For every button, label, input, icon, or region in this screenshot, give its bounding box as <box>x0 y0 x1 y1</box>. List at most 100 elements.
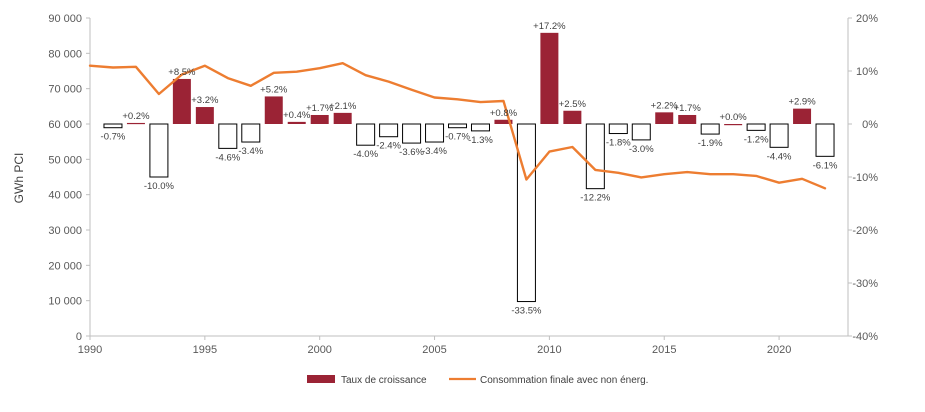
legend-swatch-growth <box>307 375 335 383</box>
axes-layer: 0 10 000 20 000 30 000 40 000 50 000 60 000 70 … <box>48 13 878 356</box>
consumption-point <box>663 173 665 175</box>
growth-bar <box>540 32 559 125</box>
growth-bar <box>724 124 743 126</box>
consumption-point <box>640 176 642 178</box>
growth-data-label: +2.1% <box>329 101 357 112</box>
legend-label-growth: Taux de croissance <box>341 375 427 386</box>
consumption-point <box>273 72 275 74</box>
growth-data-label: -1.9% <box>698 138 723 149</box>
line-layer <box>88 62 827 190</box>
consumption-point <box>778 182 780 184</box>
left-tick-label: 20 000 <box>48 260 82 272</box>
consumption-point <box>410 89 413 91</box>
growth-data-label: +0.8% <box>490 108 518 119</box>
growth-bar <box>655 112 674 124</box>
growth-data-label: -3.6% <box>399 147 424 158</box>
bars-layer <box>103 32 835 303</box>
growth-data-label: -2.4% <box>376 141 401 152</box>
consumption-point <box>227 77 229 79</box>
growth-data-label: +1.7% <box>306 103 334 114</box>
growth-data-label: -1.8% <box>606 138 631 149</box>
data-labels-layer: -0.7%+0.2%-10.0%+8.5%+3.2%-4.6%-3.4%+5.2… <box>101 21 838 317</box>
right-tick-label: -20% <box>852 225 878 237</box>
consumption-point <box>388 81 390 83</box>
growth-data-label: +2.5% <box>559 99 587 110</box>
growth-data-label: -1.2% <box>744 134 769 145</box>
consumption-point <box>548 150 550 153</box>
consumption-point <box>617 172 619 174</box>
consumption-point <box>135 66 137 68</box>
left-tick-label: 60 000 <box>48 119 82 131</box>
growth-bar <box>425 123 445 143</box>
consumption-point <box>112 66 114 69</box>
growth-bar <box>793 108 812 124</box>
growth-bar <box>379 123 399 138</box>
growth-data-label: -3.4% <box>422 146 447 157</box>
growth-data-label: -33.5% <box>511 306 542 317</box>
growth-data-label: -3.4% <box>238 146 263 157</box>
growth-data-label: -0.7% <box>101 132 126 143</box>
growth-data-label: +0.2% <box>122 111 150 122</box>
growth-data-label: -12.2% <box>580 193 611 204</box>
consumption-point <box>204 65 206 67</box>
left-tick-label: 0 <box>76 331 82 343</box>
growth-data-label: -6.1% <box>813 160 838 171</box>
consumption-point <box>433 96 436 99</box>
growth-data-label: +8.5% <box>168 67 196 78</box>
consumption-point <box>502 100 505 102</box>
growth-bar <box>149 123 169 178</box>
left-tick-label: 50 000 <box>48 154 82 166</box>
right-tick-label: 10% <box>856 66 878 78</box>
consumption-point <box>319 67 321 69</box>
consumption-point <box>342 62 344 64</box>
growth-data-label: +0.4% <box>283 110 311 121</box>
consumption-point <box>89 65 91 67</box>
consumption-point <box>158 93 160 95</box>
growth-data-label: -3.0% <box>629 144 654 155</box>
growth-data-label: -1.3% <box>468 135 493 146</box>
consumption-point <box>296 71 298 73</box>
consumption-point <box>824 187 826 189</box>
growth-bar <box>195 107 214 124</box>
right-tick-label: -10% <box>852 172 878 184</box>
left-tick-label: 70 000 <box>48 84 82 96</box>
x-tick-label: 2010 <box>537 344 561 356</box>
growth-bar <box>563 110 582 124</box>
growth-data-label: +1.7% <box>674 103 702 114</box>
right-tick-label: -40% <box>852 331 878 343</box>
growth-bar <box>287 121 306 124</box>
growth-bar <box>746 123 766 131</box>
consumption-point <box>594 169 596 171</box>
growth-bar <box>470 123 490 132</box>
growth-bar <box>608 123 628 135</box>
growth-bar <box>103 123 123 129</box>
x-tick-label: 1995 <box>193 344 217 356</box>
growth-data-label: +17.2% <box>533 21 566 32</box>
right-tick-label: 20% <box>856 13 878 25</box>
consumption-point <box>181 73 183 76</box>
growth-bar <box>218 123 238 149</box>
left-tick-label: 30 000 <box>48 225 82 237</box>
legend-label-consumption: Consommation finale avec non énerg. <box>480 375 648 386</box>
y-axis-title: GWh PCI <box>12 153 26 204</box>
consumption-point <box>525 178 528 181</box>
x-tick-label: 2015 <box>652 344 676 356</box>
growth-bar <box>700 123 720 135</box>
growth-bar <box>264 96 283 124</box>
left-tick-label: 40 000 <box>48 190 82 202</box>
growth-bar <box>310 114 329 124</box>
growth-bar <box>585 123 605 190</box>
growth-bar <box>769 123 789 148</box>
consumption-point <box>709 173 711 175</box>
consumption-point <box>365 74 367 76</box>
x-tick-label: 1990 <box>78 344 102 356</box>
left-tick-label: 10 000 <box>48 296 82 308</box>
growth-bar <box>448 123 468 129</box>
growth-bar <box>241 123 261 143</box>
right-tick-label: 0% <box>862 119 878 131</box>
left-tick-label: 80 000 <box>48 48 82 60</box>
x-tick-label: 2000 <box>307 344 331 356</box>
consumption-point <box>755 175 757 177</box>
